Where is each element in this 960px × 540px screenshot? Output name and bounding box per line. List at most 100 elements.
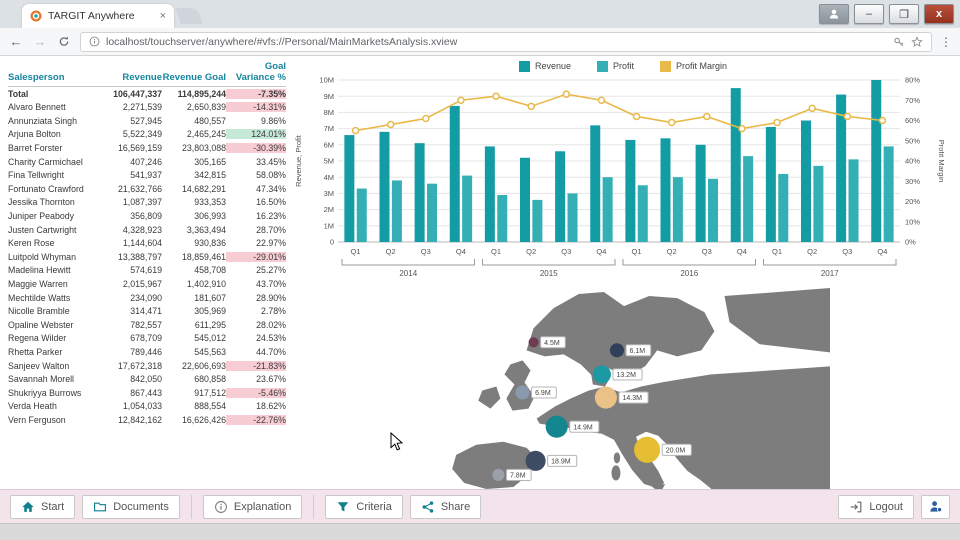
map-bubble-6.9M[interactable]: 6.9M [515,385,557,400]
table-row[interactable]: Fina Tellwright 541,937 342,815 58.08% [8,168,286,182]
bookmark-star-icon[interactable] [911,35,923,48]
refresh-icon[interactable] [56,35,72,48]
svg-text:30%: 30% [905,177,920,186]
map-bubble-7.8M[interactable]: 7.8M [492,468,532,481]
table-row[interactable]: Barret Forster 16,569,159 23,803,088 -30.39… [8,141,286,155]
back-icon[interactable]: ← [9,34,23,49]
url-text[interactable]: localhost/touchserver/anywhere/#vfs://Pe… [106,35,458,48]
legend-item-profit[interactable]: Profit [596,60,634,72]
browser-menu-icon[interactable]: ⋮ [940,34,952,49]
svg-text:9M: 9M [324,92,334,101]
goal-variance-cell: 9.86% [261,115,286,126]
svg-text:Q1: Q1 [632,247,642,256]
toolbar-button-criteria[interactable]: Criteria [325,494,403,519]
user-settings-button[interactable] [921,494,950,519]
column-header-salesperson[interactable]: Salesperson [8,71,65,83]
svg-text:2017: 2017 [821,269,839,278]
map-bubble-6.1M[interactable]: 6.1M [609,343,652,358]
table-row[interactable]: Opaline Webster 782,557 611,295 28.02% [8,318,286,332]
table-row[interactable]: Arjuna Bolton 5,522,349 2,465,245 124.01% [8,128,286,142]
revenue-cell: 1,087,397 [122,197,162,208]
europe-map-panel: 4.5M 6.1M 13.2M 6.9M 14.3M 14.9M 18.9M 20.0M 7.8… [418,286,832,494]
minimize-button[interactable]: – [854,4,884,24]
column-header-goal-variance[interactable]: Goal Variance % [235,61,286,83]
tab-title: TARGIT Anywhere [48,10,135,22]
goal-variance-cell: -30.39% [226,143,286,154]
svg-text:5M: 5M [324,157,334,166]
profile-button[interactable] [819,4,849,24]
table-row[interactable]: Fortunato Crawford 21,632,766 14,682,291 47… [8,182,286,196]
revenue-goal-cell: 114,895,244 [177,88,226,99]
revenue-profit-margin-chart[interactable]: 0 1M 2M 3M 4M 5M 6M 7M 8M 9M 10M 0% 10% 20% 30% 40% 50% 6… [292,74,946,288]
table-row[interactable]: Rhetta Parker 789,446 545,563 44.70% [8,345,286,359]
table-row[interactable]: Jessika Thornton 1,087,397 933,353 16.50% [8,196,286,210]
toolbar-button-label: Documents [113,500,169,513]
column-header-revenue-goal[interactable]: Revenue Goal [162,71,226,83]
address-bar[interactable]: localhost/touchserver/anywhere/#vfs://Pe… [80,31,932,52]
toolbar-button-documents[interactable]: Documents [82,494,180,519]
svg-text:70%: 70% [905,96,920,105]
svg-text:Q3: Q3 [421,247,431,256]
map-bubble-14.3M[interactable]: 14.3M [594,386,649,409]
table-row[interactable]: Alvaro Bennett 2,271,539 2,650,839 -14.31% [8,100,286,114]
home-icon [22,501,34,512]
table-row[interactable]: Nicolle Bramble 314,471 305,969 2.78% [8,304,286,318]
table-row[interactable]: Savannah Morell 842,050 680,858 23.67% [8,372,286,386]
toolbar-button-share[interactable]: Share [409,494,482,519]
map-bubble-14.9M[interactable]: 14.9M [545,415,600,438]
legend-item-revenue[interactable]: Revenue [518,60,571,72]
map-bubble-18.9M[interactable]: 18.9M [525,450,578,471]
legend-item-profit-margin[interactable]: Profit Margin [660,60,727,72]
revenue-cell: 106,447,337 [113,88,162,99]
table-row[interactable]: Juniper Peabody 356,809 306,993 16.23% [8,209,286,223]
table-row[interactable]: Charity Carmichael 407,246 305,165 33.45% [8,155,286,169]
close-button[interactable]: x [924,4,954,24]
table-row[interactable]: Annunziata Singh 527,945 480,557 9.86% [8,114,286,128]
mouse-cursor [390,431,404,457]
key-icon[interactable] [893,36,905,48]
site-info-icon[interactable] [89,36,100,47]
table-row[interactable]: Mechtilde Watts 234,090 181,607 28.90% [8,291,286,305]
revenue-cell: 234,090 [130,292,162,303]
info-icon [214,500,227,513]
map-bubble-20.0M[interactable]: 20.0M [634,436,692,463]
bubble-label-box [618,391,649,404]
table-row[interactable]: Justen Cartwright 4,328,923 3,363,494 28.70… [8,223,286,237]
tab-close-icon[interactable]: × [159,10,166,22]
revenue-goal-cell: 545,563 [194,346,226,357]
map-bubble-4.5M[interactable]: 4.5M [528,336,566,349]
table-row[interactable]: Luitpold Whyman 13,388,797 18,859,461 -29.0… [8,250,286,264]
revenue-goal-cell: 917,512 [194,387,226,398]
goal-variance-cell: 58.08% [256,170,286,181]
legend-swatch [596,60,608,72]
browser-tab[interactable]: TARGIT Anywhere × [22,4,174,28]
column-header-revenue[interactable]: Revenue [122,71,162,83]
revenue-cell: 1,054,033 [122,401,162,412]
map-bubble-13.2M[interactable]: 13.2M [592,365,643,384]
bubble-label: 20.0M [666,447,686,454]
europe-bubble-map[interactable]: 4.5M 6.1M 13.2M 6.9M 14.3M 14.9M 18.9M 20.0M 7.8… [418,286,830,494]
table-row[interactable]: Sanjeev Walton 17,672,318 22,606,693 -21.83… [8,359,286,373]
svg-text:Q1: Q1 [491,247,501,256]
table-row[interactable]: Vern Ferguson 12,842,162 16,626,426 -22.76% [8,413,286,427]
toolbar-button-explanation[interactable]: Explanation [202,494,303,519]
toolbar-button-start[interactable]: Start [10,494,76,519]
revenue-goal-cell: 22,606,693 [181,360,226,371]
table-row[interactable]: Maggie Warren 2,015,967 1,402,910 43.70% [8,277,286,291]
new-tab-button[interactable] [175,8,203,24]
svg-text:Q1: Q1 [772,247,782,256]
table-row[interactable]: Regena Wilder 678,709 545,012 24.53% [8,332,286,346]
table-row[interactable]: Total 106,447,337 114,895,244 -7.35% [8,87,286,101]
logout-button[interactable]: Logout [838,494,914,519]
salesperson-table[interactable]: Salesperson Revenue Revenue Goal Goal Va… [8,61,286,427]
goal-variance-cell: 23.67% [256,374,286,385]
table-row[interactable]: Madelina Hewitt 574,619 458,708 25.27% [8,264,286,278]
table-row[interactable]: Shukriyya Burrows 867,443 917,512 -5.46% [8,386,286,400]
table-row[interactable]: Keren Rose 1,144,604 930,836 22.97% [8,236,286,250]
revenue-cell: 21,632,766 [117,183,162,194]
legend-swatch [518,60,530,72]
table-row[interactable]: Verda Heath 1,054,033 888,554 18.62% [8,400,286,414]
forward-icon[interactable]: → [33,34,47,49]
svg-text:0%: 0% [905,238,916,247]
maximize-button[interactable]: ❒ [889,4,919,24]
